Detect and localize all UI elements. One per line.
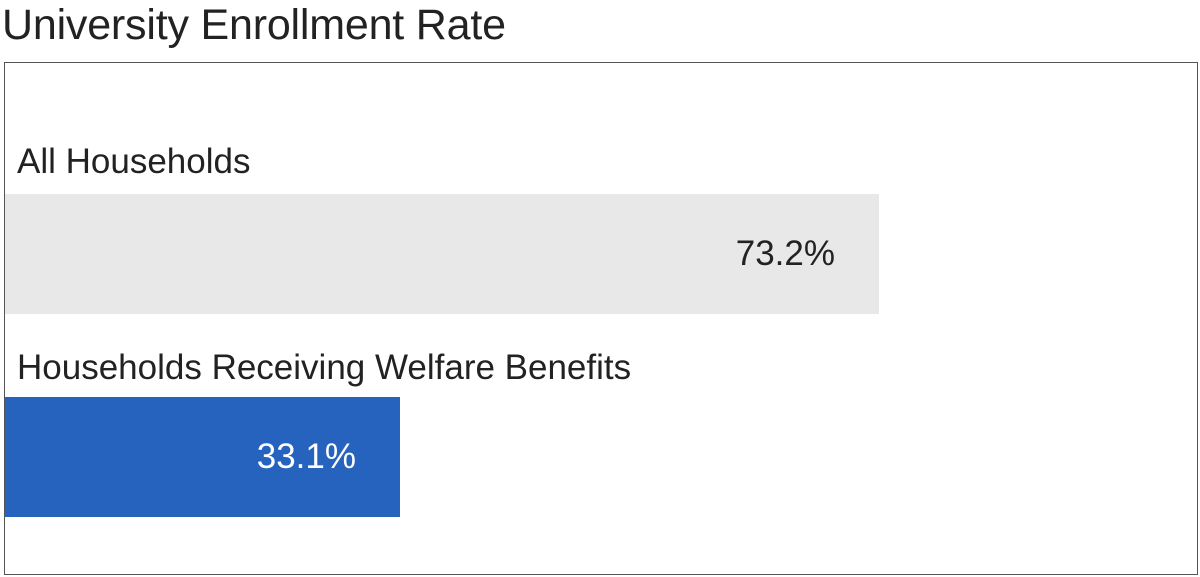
chart-frame [4, 62, 1198, 575]
bar-value-welfare-households: 33.1% [256, 437, 356, 476]
category-label-all-households: All Households [17, 142, 251, 181]
bar-welfare-households: 33.1% [5, 397, 400, 517]
category-label-welfare-households: Households Receiving Welfare Benefits [17, 348, 632, 387]
bar-value-all-households: 73.2% [735, 234, 835, 273]
chart-title: University Enrollment Rate [2, 1, 506, 49]
bar-all-households: 73.2% [5, 194, 879, 314]
